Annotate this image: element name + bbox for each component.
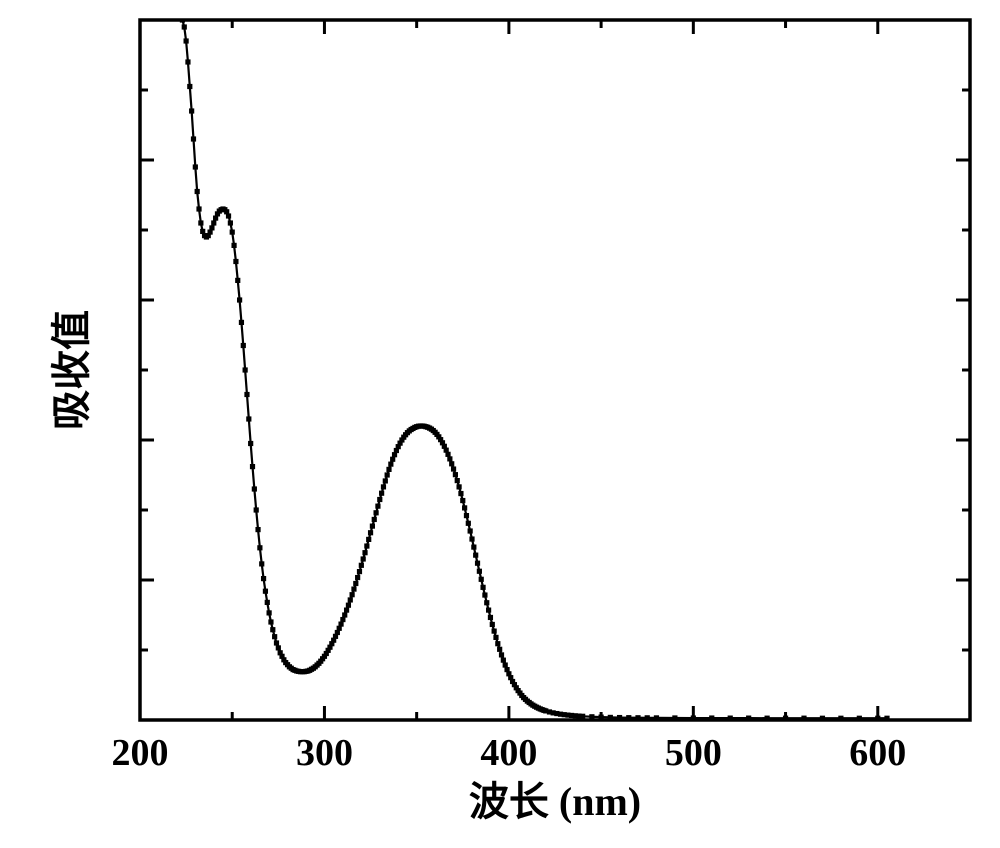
x-axis-label: 波长 (nm): [469, 779, 641, 824]
x-tick-label: 600: [849, 732, 906, 774]
x-tick-label: 400: [480, 732, 537, 774]
x-tick-label: 200: [112, 732, 169, 774]
y-axis-label: 吸收值: [49, 310, 94, 430]
x-tick-label: 500: [665, 732, 722, 774]
absorption-spectrum-chart: 200 300 400 500 600 波长 (nm) 吸收值: [0, 0, 1000, 848]
plot-frame: [140, 20, 970, 720]
x-tick-label: 300: [296, 732, 353, 774]
